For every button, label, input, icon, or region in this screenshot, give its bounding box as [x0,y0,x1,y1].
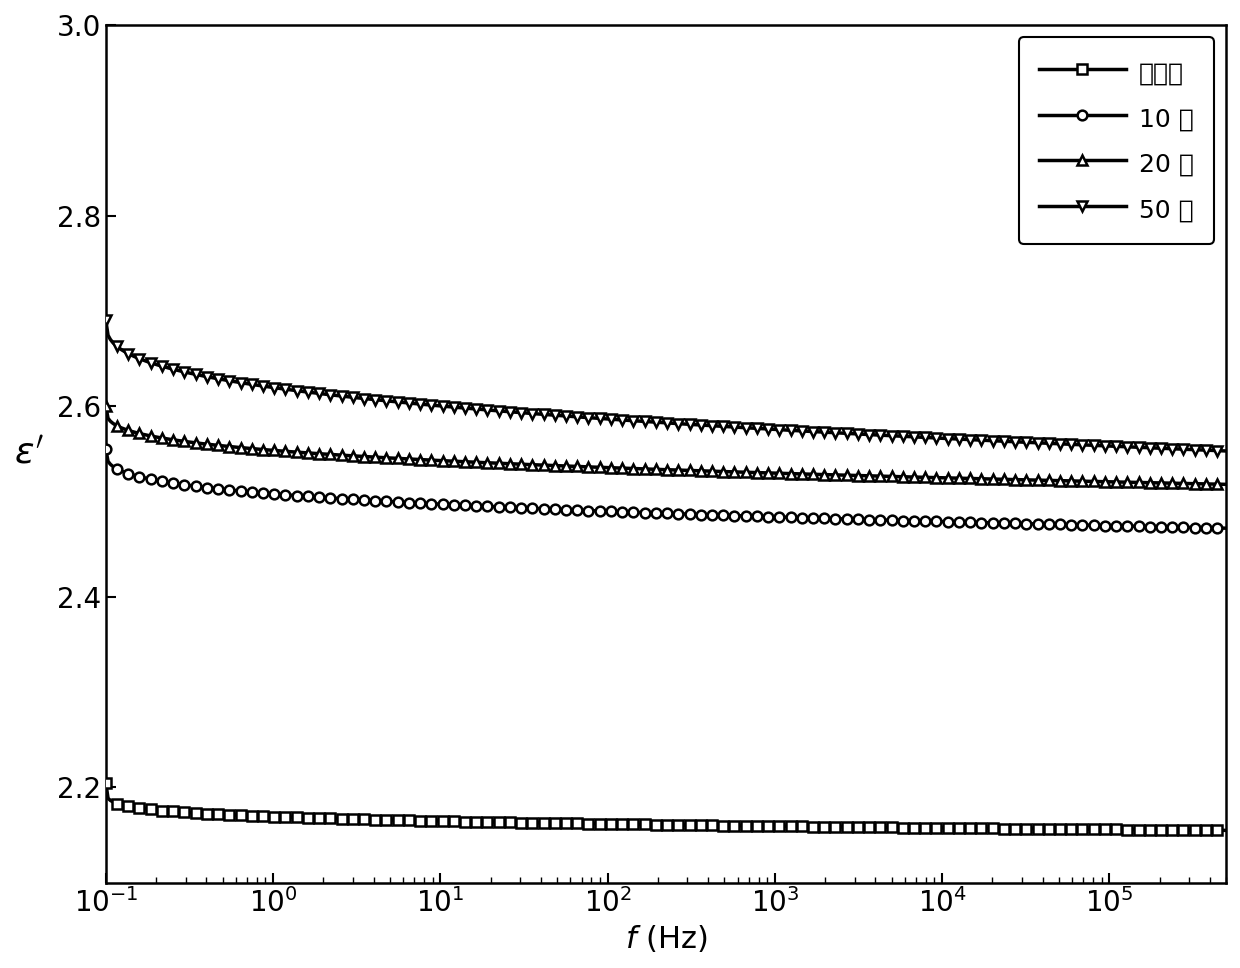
未老化 [765,820,780,832]
X-axis label: $f$ (Hz): $f$ (Hz) [625,923,707,954]
20 天 [1017,474,1032,486]
10 天 [765,511,780,523]
未老化 [1219,825,1234,836]
10 天 [98,443,113,455]
未老化 [704,820,719,832]
未老化 [1017,823,1032,834]
50 天 [765,423,780,435]
20 天 [98,401,113,412]
未老化 [637,819,652,831]
50 天 [1017,437,1032,448]
Legend: 未老化, 10 天, 20 天, 50 天: 未老化, 10 天, 20 天, 50 天 [1019,38,1214,244]
50 天 [98,315,113,326]
10 天 [637,507,652,519]
未老化 [630,819,645,831]
20 天 [1192,478,1207,490]
20 天 [704,466,719,477]
20 天 [1219,478,1234,490]
未老化 [98,777,113,789]
20 天 [765,468,780,479]
10 天 [630,506,645,518]
10 天 [704,509,719,521]
未老化 [1192,825,1207,836]
Y-axis label: $\varepsilon'$: $\varepsilon'$ [14,437,43,470]
20 天 [637,463,652,474]
Line: 10 天: 10 天 [100,444,1231,533]
50 天 [637,415,652,427]
50 天 [1192,444,1207,456]
10 天 [1219,523,1234,534]
Line: 未老化: 未老化 [100,778,1231,835]
Line: 50 天: 50 天 [100,316,1231,456]
Line: 20 天: 20 天 [100,402,1231,489]
10 天 [1017,518,1032,529]
50 天 [630,415,645,427]
50 天 [704,420,719,432]
10 天 [1192,522,1207,533]
50 天 [1219,445,1234,457]
20 天 [630,463,645,474]
